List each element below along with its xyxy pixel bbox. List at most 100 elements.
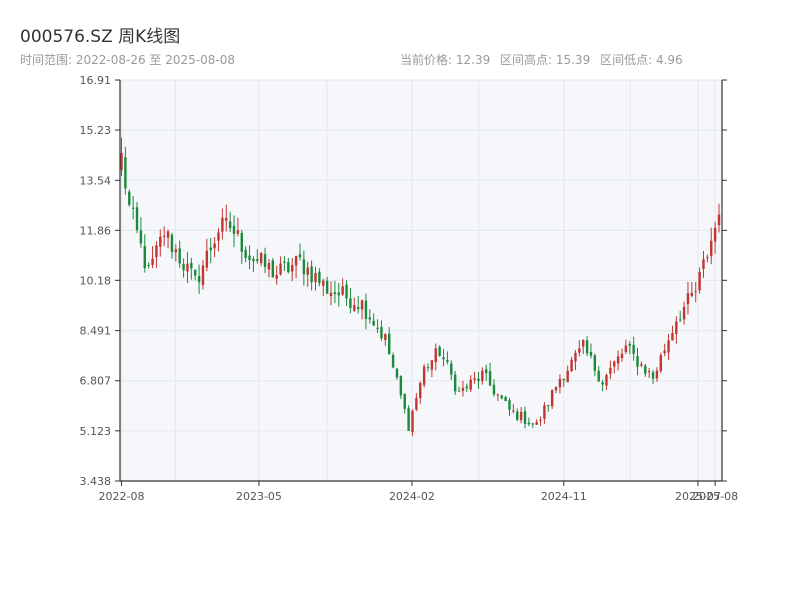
candle: [415, 393, 418, 412]
candle: [364, 293, 368, 330]
candle-body: [174, 249, 178, 253]
candle-body: [585, 340, 589, 354]
y-tick-label: 16.91: [80, 74, 112, 87]
candle: [294, 255, 298, 279]
candle: [422, 364, 426, 388]
candle: [706, 254, 709, 263]
candle-body: [322, 280, 325, 286]
candle: [450, 360, 453, 380]
candle: [496, 393, 500, 401]
candle-body: [166, 231, 170, 238]
price-stats: 当前价格: 12.39 区间高点: 15.39 区间低点: 4.96: [400, 51, 689, 68]
candle: [314, 266, 317, 291]
candle-body: [678, 319, 682, 321]
candle: [380, 320, 383, 341]
candle-body: [690, 292, 694, 296]
candle: [174, 244, 178, 262]
page-title: 000576.SZ 周K线图: [20, 27, 181, 47]
candle-body: [710, 240, 713, 256]
candle: [620, 348, 624, 362]
candle-body: [620, 353, 624, 359]
candle-body: [539, 419, 542, 421]
candle: [671, 325, 674, 341]
candle-body: [349, 298, 352, 309]
candle-body: [275, 275, 278, 279]
candle: [512, 403, 515, 414]
candle: [306, 261, 309, 287]
candle: [578, 340, 581, 357]
candle: [279, 256, 282, 276]
candle: [341, 278, 344, 296]
candle: [570, 356, 573, 372]
candle-body: [713, 227, 717, 242]
candle-body: [325, 280, 329, 294]
candle-body: [628, 343, 631, 346]
candle: [659, 352, 663, 374]
candle: [291, 258, 294, 282]
candle: [609, 360, 612, 380]
candle: [349, 288, 352, 314]
candle-body: [384, 334, 387, 340]
candle-body: [582, 340, 585, 347]
candle: [651, 369, 655, 384]
candle: [259, 251, 263, 267]
candle-body: [488, 371, 492, 386]
candle-body: [147, 265, 150, 267]
candle-body: [644, 365, 647, 374]
candle-body: [236, 230, 240, 234]
candle: [516, 408, 519, 422]
candle-body: [558, 378, 562, 388]
candle-body: [388, 333, 391, 354]
candle-body: [368, 317, 372, 320]
candle-body: [391, 354, 395, 368]
candle: [376, 319, 379, 334]
candle: [426, 363, 430, 372]
candle: [197, 264, 201, 294]
candle: [593, 353, 597, 377]
candle-body: [263, 254, 267, 267]
candle: [120, 137, 123, 176]
candle: [407, 405, 410, 431]
candle-body: [318, 271, 321, 284]
period-low-stat: 区间低点: 4.96: [600, 53, 683, 67]
candle-body: [360, 300, 364, 310]
candle: [678, 310, 682, 323]
candle: [527, 417, 531, 427]
candle: [333, 280, 337, 304]
candle: [690, 281, 694, 298]
candle: [713, 221, 717, 254]
x-tick-label: 2025-07: [675, 490, 721, 503]
candle: [485, 364, 488, 381]
candle: [240, 229, 243, 264]
candle: [256, 249, 259, 264]
candle: [566, 365, 569, 383]
candle: [434, 343, 437, 371]
candle-body: [686, 293, 690, 305]
candle: [442, 348, 445, 367]
candle-body: [473, 378, 476, 380]
candle-body: [252, 258, 255, 262]
candle: [310, 260, 313, 291]
candle: [182, 258, 185, 278]
candle: [647, 368, 651, 379]
candle-body: [477, 378, 480, 382]
candle-body: [438, 346, 441, 357]
candle-body: [217, 232, 220, 241]
candle-body: [221, 217, 224, 232]
candle-body: [341, 286, 344, 295]
candle: [395, 367, 399, 380]
candle: [465, 383, 469, 393]
candle: [236, 217, 240, 237]
candle-body: [457, 390, 461, 392]
candle: [368, 309, 372, 324]
candle-body: [256, 259, 259, 261]
candle-body: [430, 360, 434, 370]
candle-body: [461, 387, 465, 391]
candle: [430, 359, 434, 378]
candle-body: [131, 207, 135, 209]
candle-body: [356, 307, 360, 310]
candle-body: [395, 368, 399, 378]
candle: [457, 386, 461, 392]
candle: [131, 196, 135, 220]
candle: [147, 262, 150, 269]
